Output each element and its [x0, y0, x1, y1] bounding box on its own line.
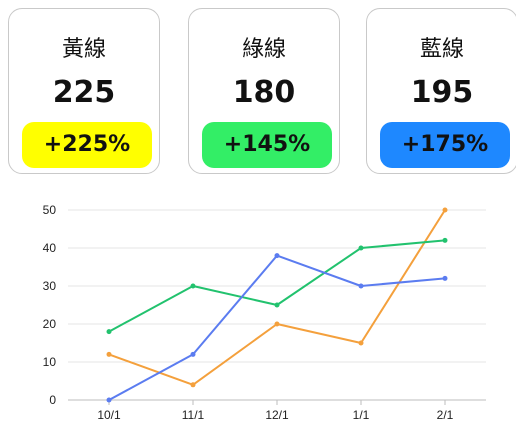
card-label: 綠線: [241, 37, 286, 62]
series-point-2: [442, 275, 448, 281]
y-tick-label: 40: [43, 241, 57, 255]
card-green-line: 綠線 180 +145%: [188, 8, 340, 174]
x-tick-label: 1/1: [353, 408, 370, 422]
series-point-0: [106, 351, 112, 357]
card-label: 黃線: [61, 37, 106, 62]
series-point-2: [358, 283, 364, 289]
card-value: 195: [410, 75, 474, 110]
series-line-2: [108, 254, 446, 401]
card-label: 藍線: [419, 37, 464, 62]
y-tick-label: 30: [43, 279, 57, 293]
series-point-0: [190, 382, 196, 388]
series-point-2: [106, 397, 112, 403]
card-change-badge: +145%: [202, 122, 332, 168]
series-point-2: [274, 253, 280, 259]
x-tick-label: 10/1: [97, 408, 121, 422]
y-tick-label: 10: [43, 355, 57, 369]
series-point-1: [106, 329, 112, 335]
x-tick-label: 12/1: [265, 408, 289, 422]
series-point-1: [358, 245, 364, 251]
card-value: 225: [52, 75, 116, 110]
card-yellow-line: 黃線 225 +225%: [8, 8, 160, 174]
series-point-0: [442, 207, 448, 213]
x-tick-label: 11/1: [182, 408, 205, 422]
series-line-0: [108, 209, 446, 386]
series-point-2: [190, 351, 196, 357]
line-chart: 0 10 20 30 40 50 10/1 11/1 12/1 1/1 2/1: [43, 203, 486, 422]
card-value: 180: [232, 75, 296, 110]
y-tick-label: 0: [49, 393, 56, 407]
card-change-badge: +175%: [380, 122, 510, 168]
y-tick-label: 20: [43, 317, 57, 331]
series-point-1: [442, 237, 448, 243]
x-tick-label: 2/1: [437, 408, 454, 422]
series-point-1: [190, 283, 196, 289]
series-point-1: [274, 302, 280, 308]
card-change-badge: +225%: [22, 122, 152, 168]
series-point-0: [358, 340, 364, 346]
series-point-0: [274, 321, 280, 327]
y-tick-label: 50: [43, 203, 57, 217]
card-blue-line: 藍線 195 +175%: [366, 8, 516, 174]
